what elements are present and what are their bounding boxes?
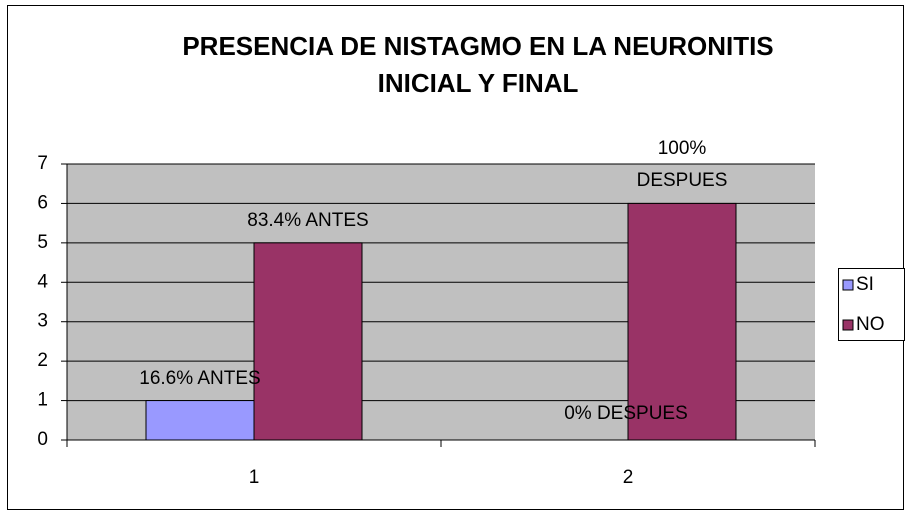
bar xyxy=(627,202,737,441)
y-tick-label: 4 xyxy=(37,271,48,292)
x-tick-label: 1 xyxy=(249,467,260,488)
y-tick-label: 6 xyxy=(37,192,48,213)
annotation: 83.4% ANTES xyxy=(247,209,369,231)
annotation: 100% DESPUES xyxy=(636,138,728,192)
bar xyxy=(145,400,255,441)
legend-label: NO xyxy=(856,314,885,335)
y-tick-label: 1 xyxy=(37,390,48,411)
chart-title: PRESENCIA DE NISTAGMO EN LA NEURONITIS IN… xyxy=(182,31,773,98)
y-tick-label: 2 xyxy=(37,350,48,371)
y-tick-label: 0 xyxy=(37,429,48,450)
y-tick-label: 7 xyxy=(37,153,48,174)
legend-swatch xyxy=(842,319,854,331)
y-tick-label: 5 xyxy=(37,232,48,253)
annotation: 0% DESPUES xyxy=(564,403,688,424)
y-tick-label: 3 xyxy=(37,311,48,332)
bar xyxy=(253,242,363,441)
annotation: 16.6% ANTES xyxy=(139,367,261,389)
legend-swatch xyxy=(842,279,854,291)
x-tick-label: 2 xyxy=(623,467,634,488)
legend-label: SI xyxy=(856,274,874,295)
